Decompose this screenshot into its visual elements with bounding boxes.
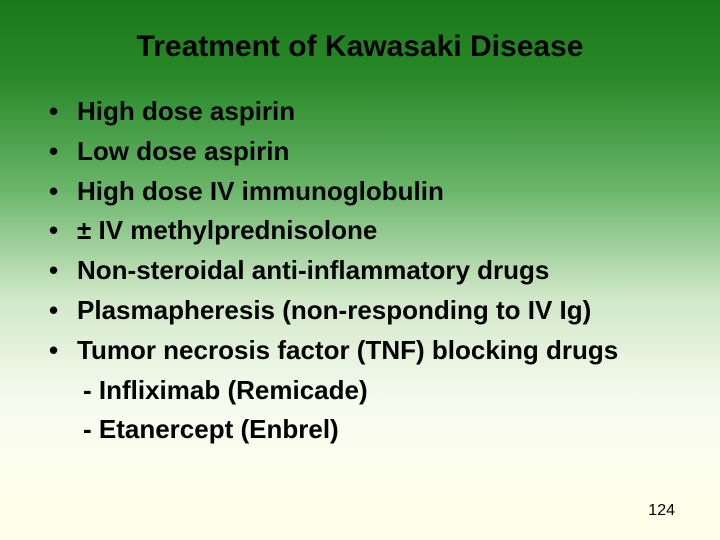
slide-content: • High dose aspirin • Low dose aspirin •… [45, 95, 680, 453]
page-number: 124 [648, 502, 675, 520]
bullet-marker: • [45, 334, 77, 368]
bullet-item: • High dose IV immunoglobulin [45, 175, 680, 209]
bullet-text: Plasmapheresis (non-responding to IV Ig) [77, 294, 680, 328]
bullet-text: Non-steroidal anti-inflammatory drugs [77, 254, 680, 288]
bullet-item: • ± IV methylprednisolone [45, 214, 680, 248]
bullet-marker: • [45, 214, 77, 248]
bullet-text: Tumor necrosis factor (TNF) blocking dru… [77, 334, 680, 368]
bullet-text: High dose aspirin [77, 95, 680, 129]
bullet-marker: • [45, 175, 77, 209]
bullet-marker: • [45, 135, 77, 169]
bullet-item: • Plasmapheresis (non-responding to IV I… [45, 294, 680, 328]
slide: Treatment of Kawasaki Disease • High dos… [0, 0, 720, 540]
bullet-item: • Non-steroidal anti-inflammatory drugs [45, 254, 680, 288]
bullet-item: • High dose aspirin [45, 95, 680, 129]
bullet-item: • Low dose aspirin [45, 135, 680, 169]
slide-title: Treatment of Kawasaki Disease [0, 30, 720, 64]
bullet-item: • Tumor necrosis factor (TNF) blocking d… [45, 334, 680, 368]
bullet-text: High dose IV immunoglobulin [77, 175, 680, 209]
sub-item: - Etanercept (Enbrel) [83, 413, 680, 447]
bullet-marker: • [45, 95, 77, 129]
bullet-marker: • [45, 294, 77, 328]
bullet-marker: • [45, 254, 77, 288]
bullet-text: ± IV methylprednisolone [77, 214, 680, 248]
sub-item: - Infliximab (Remicade) [83, 374, 680, 408]
bullet-text: Low dose aspirin [77, 135, 680, 169]
